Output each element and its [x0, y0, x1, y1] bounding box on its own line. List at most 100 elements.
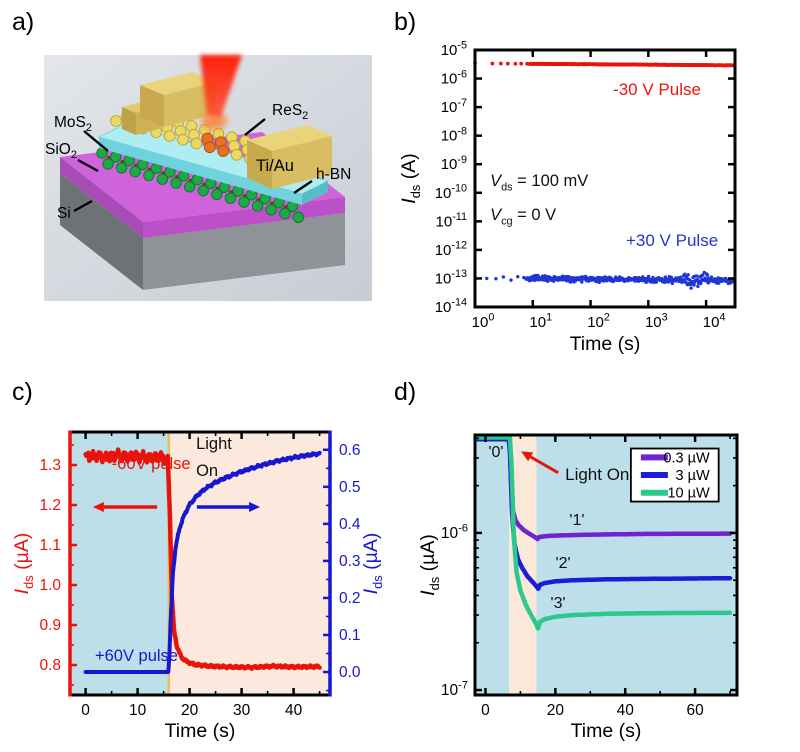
mos2-atom: [211, 188, 223, 201]
x-tick-label: 100: [472, 312, 495, 331]
mos2-atom: [183, 181, 196, 193]
right-tick-label: 0.2: [339, 590, 361, 607]
mos2-atom: [115, 162, 128, 174]
chart-multilevel-states: 10-6 10-7 0 20 40 60 Ids (µA) Time (s) 0.3 µW 3 µ…: [417, 433, 739, 742]
annotation: -30 V Pulse: [613, 80, 701, 99]
res2-atom: [190, 137, 203, 150]
series-minus30: [473, 61, 736, 68]
data-point: [505, 61, 510, 66]
mos2-atom: [170, 177, 182, 189]
right-tick-label: 0.6: [339, 442, 361, 459]
annotation-arrow-head: [521, 451, 534, 462]
tiau-label: Ti/Au: [256, 157, 294, 175]
data-point: [513, 61, 518, 66]
sio2-label: SiO2: [45, 141, 77, 161]
data-point: [716, 281, 721, 285]
y-tick-label: 10-9: [441, 154, 467, 173]
res2-atom: [163, 130, 176, 142]
mos2-atom: [129, 165, 141, 178]
panel-d-letter: d): [394, 378, 417, 406]
left-tick-label: 1.1: [39, 537, 61, 554]
device-schematic: MoS2 SiO2 Si ReS2 Ti/Au h-BN: [44, 55, 372, 301]
annotation-arrow-head: [249, 501, 261, 512]
annotation: +60V pulse: [95, 647, 178, 665]
laser-beam: [200, 55, 242, 129]
region: [70, 432, 169, 695]
annotation-arrow-head: [92, 501, 104, 512]
hbn-leader-line: [293, 180, 313, 194]
mos2-atom: [156, 173, 169, 185]
panel-c-letter: c): [12, 378, 33, 406]
y-tick-label: 10-6: [441, 522, 468, 542]
chart-retention: 10-5 10-6 10-7 10-8 10-9 10-10 10-11 10-12 10-13…: [398, 40, 737, 355]
x-axis-title: Time (s): [571, 720, 642, 742]
si-leader-line: [73, 199, 93, 213]
res2-atom-excited: [203, 141, 216, 154]
res2-label: ReS2: [272, 102, 308, 122]
axes: 10-6 10-7 0 20 40 60: [441, 433, 739, 719]
res2-atom: [177, 133, 189, 146]
y-tick-label: 10-13: [435, 268, 467, 287]
data-point: [536, 274, 541, 278]
annotation: On: [196, 462, 218, 480]
legend: 0.3 µW 3 µW 10 µW: [629, 447, 720, 503]
data-point: [701, 273, 705, 277]
x-tick-label: 30: [233, 702, 251, 719]
mos2-atom: [224, 192, 237, 204]
data-point: [501, 275, 506, 279]
data-point: [709, 275, 714, 279]
y-tick-label: 10-11: [436, 211, 468, 230]
mos2-atom-lattice: [96, 147, 305, 224]
annotation: '1': [569, 512, 584, 529]
panel-a-letter: a): [12, 8, 35, 36]
annotation: -60V pulse: [112, 455, 191, 473]
data-point: [692, 283, 696, 287]
series-line: [475, 436, 733, 542]
data-point: [689, 286, 693, 290]
y-tick-label: 10-7: [441, 97, 467, 116]
series-line: [475, 435, 733, 631]
data-point: [494, 276, 498, 281]
x-tick-label: 0: [81, 702, 90, 719]
mos2-atom: [102, 158, 114, 170]
annotation: '3': [551, 595, 566, 612]
y-tick-label: 10-12: [435, 240, 467, 259]
left-tick-label: 1.3: [39, 457, 61, 474]
x-axis-title: Time (s): [570, 333, 641, 355]
mos2-atom: [292, 211, 305, 224]
shaded-regions: [70, 432, 330, 695]
annotation: Vds = 100 mV: [490, 172, 588, 193]
right-axis-title: Ids (µA): [360, 533, 385, 595]
x-tick-label: 40: [617, 702, 635, 719]
right-tick-label: 0.4: [339, 516, 361, 533]
annotation: +30 V Pulse: [626, 231, 718, 250]
schematic-labels: MoS2 SiO2 Si ReS2 Ti/Au h-BN: [45, 102, 351, 222]
data-point: [519, 61, 524, 66]
series-plus30: [473, 270, 736, 290]
x-tick-label: 40: [285, 702, 303, 719]
data-point: [687, 278, 692, 282]
legend-label: 0.3 µW: [663, 450, 710, 466]
data-point: [485, 276, 489, 281]
plot-area: [83, 447, 322, 674]
mos2-label: MoS2: [54, 114, 92, 134]
left-tick-label: 0.9: [39, 617, 61, 634]
y-tick-label: 10-8: [441, 125, 467, 144]
x-axis-title: Time (s): [165, 720, 236, 742]
mos2-atom: [279, 207, 291, 220]
si-substrate: [60, 173, 345, 290]
mos2-atom: [238, 196, 250, 208]
right-tick-label: 0.0: [339, 664, 361, 681]
data-point: [696, 284, 700, 289]
data-point: [498, 61, 503, 66]
electrode-right: [247, 125, 332, 189]
data-point: [516, 275, 520, 279]
data-point: [580, 280, 584, 284]
data-point: [646, 274, 651, 279]
left-axis-title: Ids (µA): [11, 533, 36, 595]
res2-atom: [110, 115, 122, 127]
legend-label: 10 µW: [667, 486, 710, 502]
left-tick-label: 0.8: [39, 657, 61, 674]
electrode-left: [122, 72, 216, 135]
axes: 10-5 10-6 10-7 10-8 10-9 10-10 10-11 10-12 10-13…: [435, 40, 737, 331]
